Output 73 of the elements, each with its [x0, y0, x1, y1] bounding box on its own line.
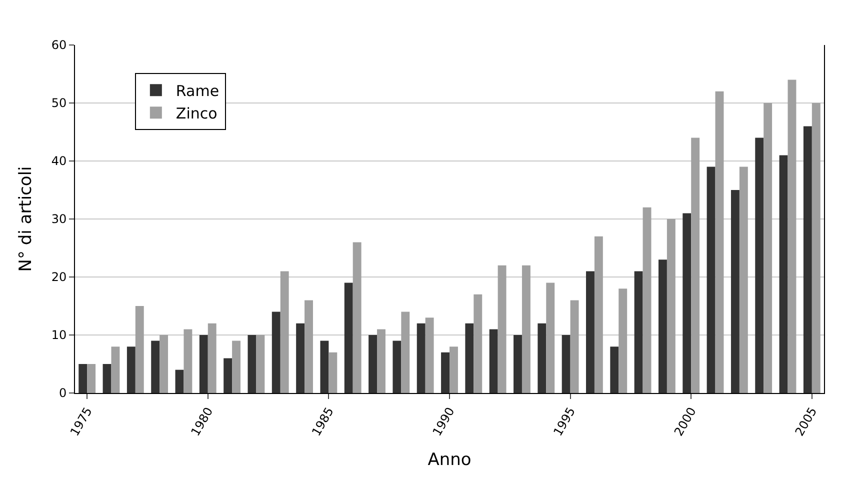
y-tick-label: 50	[51, 96, 67, 110]
bar	[199, 335, 208, 393]
bar	[224, 358, 232, 393]
bar	[642, 207, 652, 393]
bar	[706, 166, 716, 393]
bar	[634, 271, 643, 393]
y-axis-title: N° di articoli	[16, 166, 36, 272]
bar	[498, 265, 506, 393]
bar	[441, 352, 450, 393]
y-tick-label: 0	[58, 386, 67, 400]
bar	[489, 329, 498, 393]
bar	[618, 288, 628, 393]
bar	[368, 335, 378, 393]
bar	[184, 329, 192, 393]
bar	[377, 329, 386, 393]
bar	[320, 340, 329, 393]
bar	[666, 219, 676, 393]
bar	[450, 346, 458, 393]
bar	[248, 335, 256, 393]
bar	[658, 260, 667, 393]
bar	[474, 294, 482, 393]
bar	[280, 271, 289, 393]
bar	[392, 340, 402, 393]
bar	[610, 346, 619, 393]
y-tick-label: 10	[51, 328, 67, 342]
bar	[570, 300, 579, 393]
y-tick-label: 60	[51, 38, 67, 52]
bar	[812, 103, 820, 393]
bar	[594, 236, 603, 393]
bar	[416, 323, 426, 393]
bar	[272, 312, 280, 393]
bar	[102, 364, 112, 393]
bar	[546, 282, 555, 393]
bar	[352, 242, 362, 393]
bar	[78, 364, 88, 393]
y-tick-label: 20	[51, 270, 67, 284]
bar	[111, 346, 120, 393]
y-tick-label: 40	[51, 154, 67, 168]
bar	[586, 271, 594, 393]
bar	[803, 126, 812, 393]
bar	[344, 282, 353, 393]
bar	[682, 213, 692, 393]
bar	[401, 312, 410, 393]
bar	[175, 370, 184, 393]
bar	[160, 335, 168, 393]
bar	[562, 335, 570, 393]
bar	[304, 300, 313, 393]
bar	[135, 306, 144, 393]
bar	[739, 166, 748, 393]
x-axis-title: Anno	[428, 450, 472, 470]
bar	[465, 323, 474, 393]
legend-label: Zinco	[176, 104, 218, 122]
legend-label: Rame	[176, 82, 220, 100]
bar	[538, 323, 546, 393]
bar	[256, 335, 265, 393]
bar	[730, 190, 740, 393]
bar	[522, 265, 530, 393]
y-tick-label: 30	[51, 212, 67, 226]
bar	[755, 138, 764, 393]
bar	[208, 323, 216, 393]
bar	[126, 346, 136, 393]
bar	[764, 103, 772, 393]
bar	[788, 80, 796, 393]
bar	[691, 138, 700, 393]
bar	[328, 352, 338, 393]
bar	[715, 91, 724, 393]
bar	[425, 318, 434, 393]
bar	[514, 335, 522, 393]
bar	[232, 340, 240, 393]
bar	[296, 323, 305, 393]
bar	[87, 364, 96, 393]
bar	[779, 155, 788, 393]
bar	[151, 340, 160, 393]
